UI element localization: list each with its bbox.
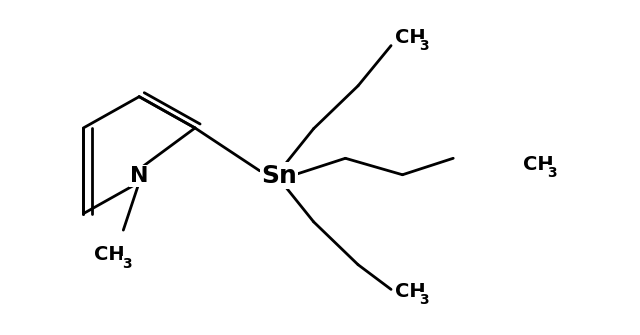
- Text: N: N: [130, 166, 148, 186]
- Text: 3: 3: [420, 39, 429, 53]
- Text: 3: 3: [547, 166, 557, 180]
- Text: CH: CH: [94, 245, 125, 264]
- Text: CH: CH: [523, 155, 554, 174]
- Text: CH: CH: [395, 28, 426, 47]
- Text: 3: 3: [122, 257, 132, 271]
- Text: CH: CH: [395, 281, 426, 300]
- Text: Sn: Sn: [261, 164, 297, 188]
- Text: 3: 3: [420, 293, 429, 307]
